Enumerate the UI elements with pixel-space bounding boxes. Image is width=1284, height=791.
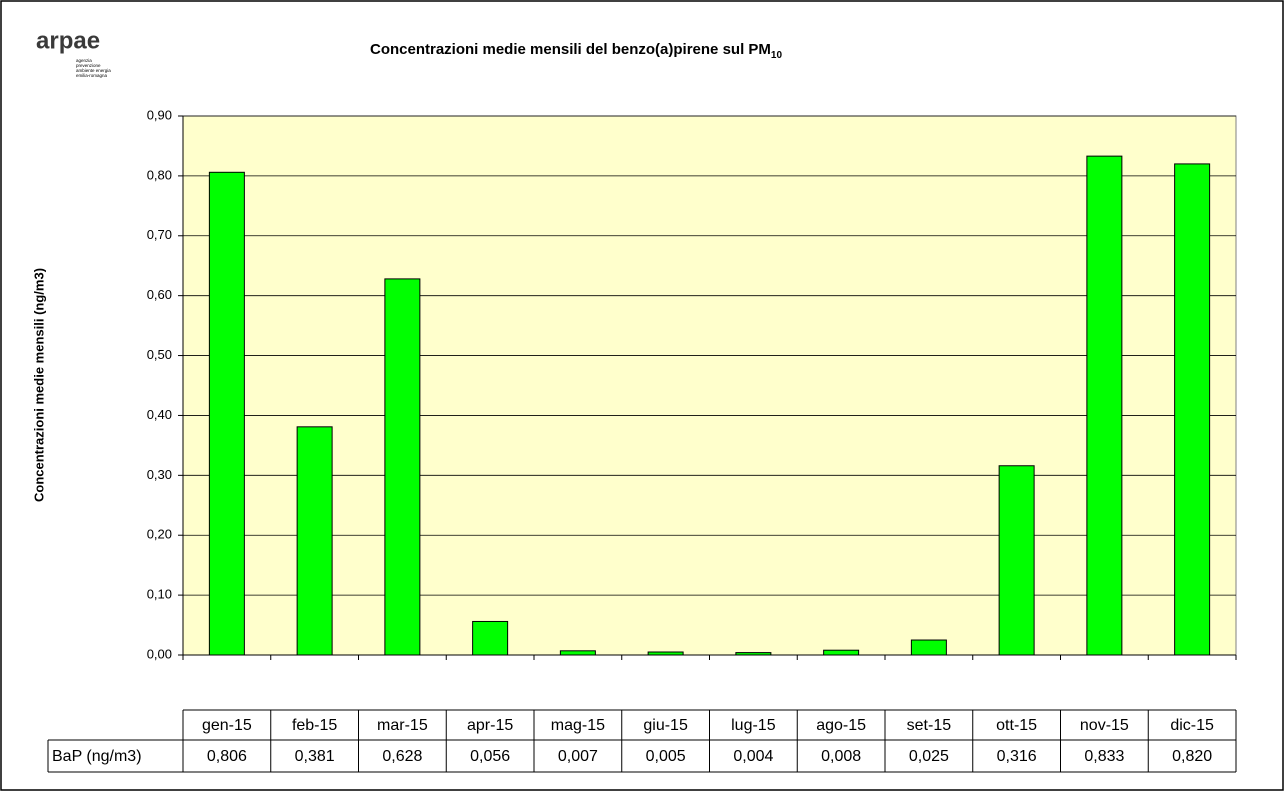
table-value: 0,381: [295, 748, 335, 765]
y-tick-label: 0,60: [147, 287, 172, 302]
y-axis-label: Concentrazioni medie mensili (ng/m3): [31, 268, 46, 502]
x-tick-label: gen-15: [202, 717, 252, 734]
x-tick-label: lug-15: [731, 717, 776, 734]
logo-caption: prevenzione: [76, 63, 101, 68]
table-value: 0,806: [207, 748, 247, 765]
bar: [735, 652, 772, 656]
y-tick-label: 0,50: [147, 347, 172, 362]
bar: [823, 649, 860, 656]
table-value: 0,005: [646, 748, 686, 765]
logo: arpae: [36, 27, 100, 54]
y-tick-label: 0,20: [147, 527, 172, 542]
bar: [384, 278, 421, 656]
x-tick-label: mag-15: [551, 717, 605, 734]
logo-caption: agenzia: [76, 58, 92, 63]
bar: [208, 171, 245, 656]
x-tick-label: apr-15: [467, 717, 513, 734]
bar: [998, 465, 1035, 656]
bar: [472, 620, 509, 656]
logo-caption: ambiente energia: [76, 68, 111, 73]
plot-area: [182, 115, 1237, 656]
x-tick-label: ago-15: [816, 717, 866, 734]
x-tick-label: dic-15: [1170, 717, 1214, 734]
y-tick-label: 0,30: [147, 467, 172, 482]
bar: [1086, 155, 1123, 656]
y-tick-label: 0,70: [147, 227, 172, 242]
y-tick-label: 0,80: [147, 167, 172, 182]
x-tick-label: feb-15: [292, 717, 337, 734]
x-tick-label: giu-15: [643, 717, 688, 734]
table-value: 0,628: [382, 748, 422, 765]
y-tick-label: 0,90: [147, 107, 172, 122]
table-value: 0,056: [470, 748, 510, 765]
table-value: 0,008: [821, 748, 861, 765]
table-value: 0,004: [733, 748, 773, 765]
bar: [559, 650, 596, 656]
bar: [296, 426, 333, 656]
table-value: 0,316: [997, 748, 1037, 765]
y-tick-label: 0,10: [147, 587, 172, 602]
x-tick-label: mar-15: [377, 717, 428, 734]
table-value: 0,007: [558, 748, 598, 765]
y-tick-label: 0,40: [147, 407, 172, 422]
x-tick-label: set-15: [907, 717, 952, 734]
bar: [647, 651, 684, 656]
x-tick-label: ott-15: [996, 717, 1037, 734]
legend-entry: BaP (ng/m3): [52, 748, 142, 765]
chart-title: Concentrazioni medie mensili del benzo(a…: [370, 41, 782, 61]
table-value: 0,025: [909, 748, 949, 765]
chart-title-subscript: 10: [771, 50, 783, 61]
table-value: 0,820: [1172, 748, 1212, 765]
logo-caption: emilia-romagna: [76, 73, 108, 78]
chart-title: Concentrazioni medie mensili del benzo(a…: [370, 41, 771, 58]
table-value: 0,833: [1084, 748, 1124, 765]
y-tick-label: 0,00: [147, 646, 172, 661]
bar: [1174, 163, 1211, 656]
x-tick-label: nov-15: [1080, 717, 1129, 734]
bar: [910, 639, 947, 656]
